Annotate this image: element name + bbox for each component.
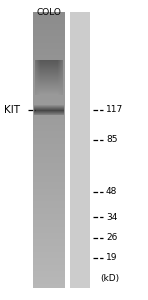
Text: (kD): (kD) [100,274,119,283]
Text: 48: 48 [106,188,117,196]
Text: 19: 19 [106,254,118,262]
Text: 34: 34 [106,212,117,221]
Text: 85: 85 [106,136,118,145]
Text: COLO: COLO [37,8,61,17]
Text: 117: 117 [106,106,123,115]
Text: 26: 26 [106,233,117,242]
Text: KIT: KIT [4,105,20,115]
